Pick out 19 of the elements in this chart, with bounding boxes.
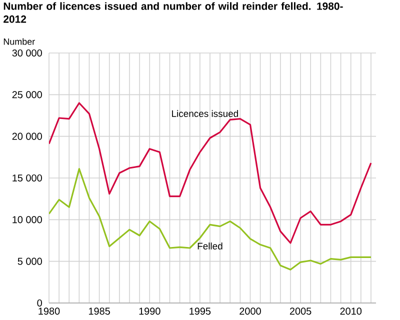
y-tick-label: 5 000 — [18, 258, 42, 265]
x-tick-label: 1980 — [38, 308, 60, 315]
x-tick-label: 1985 — [88, 308, 110, 315]
y-tick-label: 20 000 — [12, 132, 42, 140]
y-tick-label: 30 000 — [12, 49, 42, 57]
x-tick-label: 1990 — [139, 308, 160, 315]
y-tick-label: 15 000 — [12, 174, 42, 182]
y-tick-label: 25 000 — [12, 91, 42, 98]
line-series — [49, 102, 372, 244]
x-tick-label: 2005 — [290, 308, 312, 315]
x-tick-label: 2000 — [240, 308, 261, 315]
series-label: Licences issued — [172, 110, 238, 117]
series-label: Felled — [198, 242, 222, 250]
x-tick-label: 1995 — [190, 308, 211, 315]
chart-title: Number of licences issued and number of wild reinder felled. 1980-2012 — [4, 2, 343, 23]
y-axis-title: Number — [4, 38, 35, 45]
y-tick-label: 0 — [37, 299, 42, 307]
y-tick-label: 10 000 — [12, 216, 42, 224]
x-tick-label: 2010 — [340, 308, 362, 315]
